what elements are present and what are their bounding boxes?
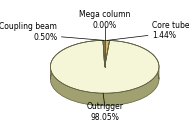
Polygon shape xyxy=(103,40,105,67)
Polygon shape xyxy=(105,40,110,67)
Text: Mega column
0.00%: Mega column 0.00% xyxy=(79,10,130,30)
Polygon shape xyxy=(50,40,159,93)
Polygon shape xyxy=(50,40,159,79)
Ellipse shape xyxy=(50,53,159,106)
Text: Coupling beam
0.50%: Coupling beam 0.50% xyxy=(0,22,57,42)
Text: Core tube
1.44%: Core tube 1.44% xyxy=(152,21,189,40)
Text: Outrigger
98.05%: Outrigger 98.05% xyxy=(86,102,123,122)
